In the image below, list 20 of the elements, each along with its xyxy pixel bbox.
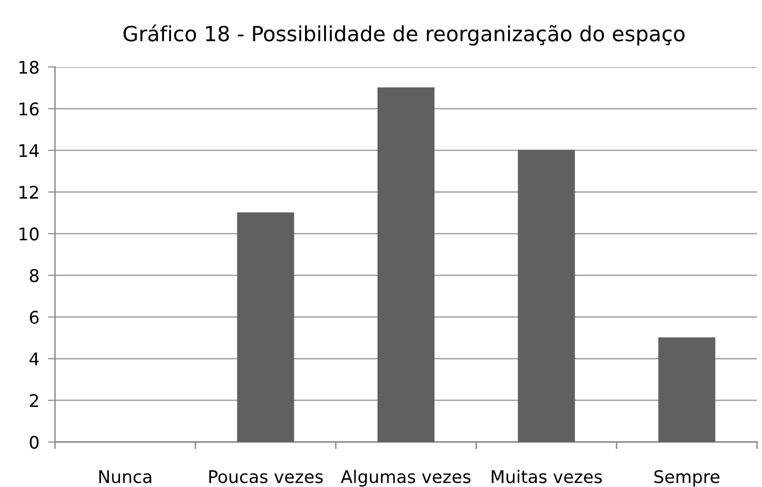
y-tick-label: 8 xyxy=(30,269,39,282)
x-tick-label: Nunca xyxy=(99,470,152,484)
x-tick-label: Poucas vezes xyxy=(209,470,323,484)
y-tick-label: 2 xyxy=(30,394,38,407)
y-tick-label: 14 xyxy=(20,144,39,157)
y-tick-label: 16 xyxy=(20,102,39,116)
bar xyxy=(518,150,575,442)
chart-title: Gráfico 18 - Possibilidade de reorganização do espaço xyxy=(124,24,684,46)
x-tick-label: Muitas vezes xyxy=(492,470,602,484)
y-tick-label: 6 xyxy=(30,310,39,324)
y-tick-label: 10 xyxy=(20,227,39,241)
bar xyxy=(658,337,716,442)
y-tick-label: 0 xyxy=(30,436,39,449)
x-tick-label: Algumas vezes xyxy=(340,470,470,487)
y-tick-label: 12 xyxy=(20,186,38,199)
bar xyxy=(378,87,434,442)
bar xyxy=(237,212,294,442)
y-tick-label: 18 xyxy=(20,60,39,74)
x-tick-label: Sempre xyxy=(654,470,720,487)
y-tick-label: 4 xyxy=(30,352,39,366)
